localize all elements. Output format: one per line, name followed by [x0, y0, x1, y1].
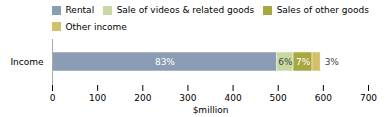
svg-text:Income: Income: [10, 57, 44, 67]
svg-text:200: 200: [134, 93, 151, 103]
svg-text:0: 0: [50, 93, 56, 103]
html-text:Sales of other goods: Sales of other goods: [276, 5, 369, 16]
svg-text:400: 400: [224, 93, 241, 103]
svg-text:500: 500: [270, 93, 287, 103]
svg-text:700: 700: [360, 93, 377, 103]
svg-text:$million: $million: [193, 105, 229, 115]
svg-text:100: 100: [89, 93, 106, 103]
svg-text:300: 300: [179, 93, 196, 103]
svg-text:600: 600: [315, 93, 332, 103]
svg-text:6%: 6%: [278, 57, 293, 67]
html-text:Other income: Other income: [65, 21, 127, 32]
svg-text:7%: 7%: [296, 57, 311, 67]
svg-text:83%: 83%: [155, 57, 175, 67]
html-text:Rental: Rental: [65, 5, 95, 16]
svg-text:3%: 3%: [325, 57, 340, 67]
html-text:Sale of videos & related goods: Sale of videos & related goods: [116, 5, 255, 16]
